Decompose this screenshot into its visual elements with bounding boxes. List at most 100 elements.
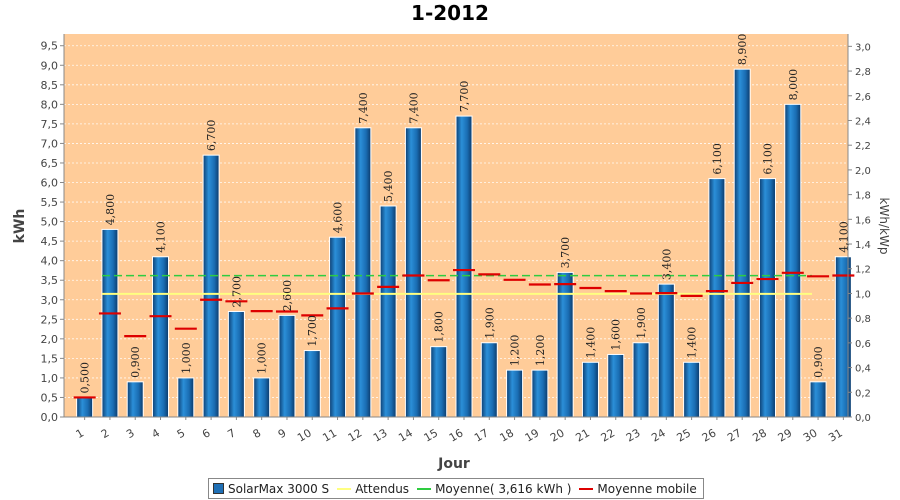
bar-value-label: 6,100 — [761, 143, 774, 175]
bar — [227, 310, 245, 418]
x-tick-label: 7 — [225, 426, 238, 441]
x-tick-label: 31 — [826, 426, 845, 444]
legend-item-solarmax: SolarMax 3000 S — [213, 482, 329, 496]
bar-value-label: 4,800 — [104, 194, 117, 226]
x-tick-label: 26 — [700, 426, 719, 444]
x-axis-title: Jour — [437, 456, 470, 472]
bar-value-label: 6,100 — [711, 143, 724, 175]
legend-item-moyenne-mobile: Moyenne mobile — [579, 481, 697, 496]
bar-value-label: 0,900 — [129, 346, 142, 378]
y-tick-label: 5,0 — [41, 216, 59, 229]
legend-swatch-attendus — [337, 487, 352, 490]
y-tick-label: 6,0 — [41, 177, 59, 190]
y-tick-label: 4,5 — [41, 235, 59, 248]
bar — [632, 342, 650, 418]
bar-value-label: 1,200 — [509, 335, 522, 367]
y2-tick-label: 1,6 — [855, 215, 871, 226]
x-tick-label: 4 — [149, 426, 162, 441]
chart-title: 1-2012 — [411, 1, 489, 25]
bar — [708, 178, 726, 418]
legend-label-moyenne: Moyenne( 3,616 kWh ) — [435, 481, 572, 496]
y2-tick-label: 2,6 — [855, 92, 871, 103]
bar — [404, 127, 422, 418]
bar — [202, 154, 220, 418]
bar — [354, 127, 372, 418]
x-tick-label: 19 — [523, 426, 542, 444]
bar-value-label: 3,400 — [660, 249, 673, 281]
bar-value-label: 7,400 — [357, 92, 370, 124]
bar-value-label: 1,600 — [610, 319, 623, 351]
y2-tick-label: 1,2 — [855, 265, 871, 276]
bar-value-label: 8,900 — [736, 34, 749, 66]
bar-value-label: 4,600 — [332, 202, 345, 234]
y2-tick-label: 0,0 — [855, 413, 871, 424]
x-tick-label: 9 — [276, 426, 289, 441]
y2-tick-label: 0,8 — [855, 314, 871, 325]
bar — [430, 346, 448, 418]
x-tick-label: 1 — [74, 426, 87, 441]
y-tick-label: 7,5 — [41, 118, 59, 131]
bar — [784, 103, 802, 418]
y-tick-label: 6,5 — [41, 157, 59, 170]
bar-value-label: 6,700 — [205, 120, 218, 152]
y-axis-title: kWh — [12, 209, 28, 244]
x-tick-label: 14 — [396, 426, 415, 444]
bar-value-label: 3,700 — [559, 237, 572, 269]
y-tick-label: 4,0 — [41, 255, 59, 268]
bar-value-label: 1,400 — [686, 327, 699, 359]
y-tick-label: 3,5 — [41, 274, 59, 287]
y2-tick-label: 0,2 — [855, 388, 871, 399]
x-tick-label: 28 — [750, 426, 769, 444]
bar-value-label: 1,400 — [584, 327, 597, 359]
y2-tick-label: 1,4 — [855, 240, 871, 251]
legend-swatch-moyenne — [417, 487, 432, 490]
x-tick-label: 11 — [320, 426, 339, 444]
x-tick-label: 8 — [251, 426, 264, 441]
bar — [480, 342, 498, 418]
bar — [379, 205, 397, 418]
x-tick-label: 15 — [422, 426, 441, 444]
y-tick-label: 9,0 — [41, 59, 59, 72]
legend-label-moyenne-mobile: Moyenne mobile — [597, 481, 697, 496]
y2-tick-label: 2,0 — [855, 166, 871, 177]
x-tick-label: 24 — [649, 426, 668, 444]
y-tick-label: 2,5 — [41, 313, 59, 326]
y-tick-label: 5,5 — [41, 196, 59, 209]
y-tick-label: 7,0 — [41, 137, 59, 150]
y2-tick-label: 2,2 — [855, 141, 871, 152]
bar — [607, 353, 625, 418]
y-tick-label: 0,0 — [41, 411, 59, 424]
y-tick-label: 3,0 — [41, 294, 59, 307]
x-tick-label: 3 — [124, 426, 137, 441]
x-tick-label: 17 — [472, 426, 491, 444]
bar — [278, 314, 296, 418]
x-tick-label: 29 — [776, 426, 795, 444]
bar — [126, 381, 144, 418]
legend-label-attendus: Attendus — [355, 481, 410, 496]
bar-value-label: 0,500 — [79, 362, 92, 394]
legend-swatch-moyenne-mobile — [579, 487, 594, 490]
bar — [657, 283, 675, 418]
bar — [809, 381, 827, 418]
bar — [177, 377, 195, 418]
bar — [683, 361, 701, 418]
y2-tick-label: 2,8 — [855, 67, 871, 78]
bar-value-label: 2,600 — [281, 280, 294, 312]
x-tick-label: 25 — [674, 426, 693, 444]
bar — [101, 228, 119, 418]
bar — [152, 256, 170, 418]
x-tick-label: 22 — [599, 426, 618, 444]
x-tick-label: 23 — [624, 426, 643, 444]
bar-value-label: 1,000 — [180, 342, 193, 374]
bar-value-label: 7,700 — [458, 81, 471, 113]
x-tick-label: 16 — [447, 426, 466, 444]
bar-value-label: 4,100 — [155, 221, 168, 253]
x-tick-label: 18 — [497, 426, 516, 444]
bar-value-label: 1,900 — [635, 307, 648, 339]
bar — [76, 396, 94, 418]
x-tick-label: 6 — [200, 426, 213, 441]
legend: SolarMax 3000 S Attendus Moyenne( 3,616 … — [208, 478, 704, 499]
y-tick-label: 0,5 — [41, 391, 59, 404]
bar-value-label: 1,000 — [256, 342, 269, 374]
